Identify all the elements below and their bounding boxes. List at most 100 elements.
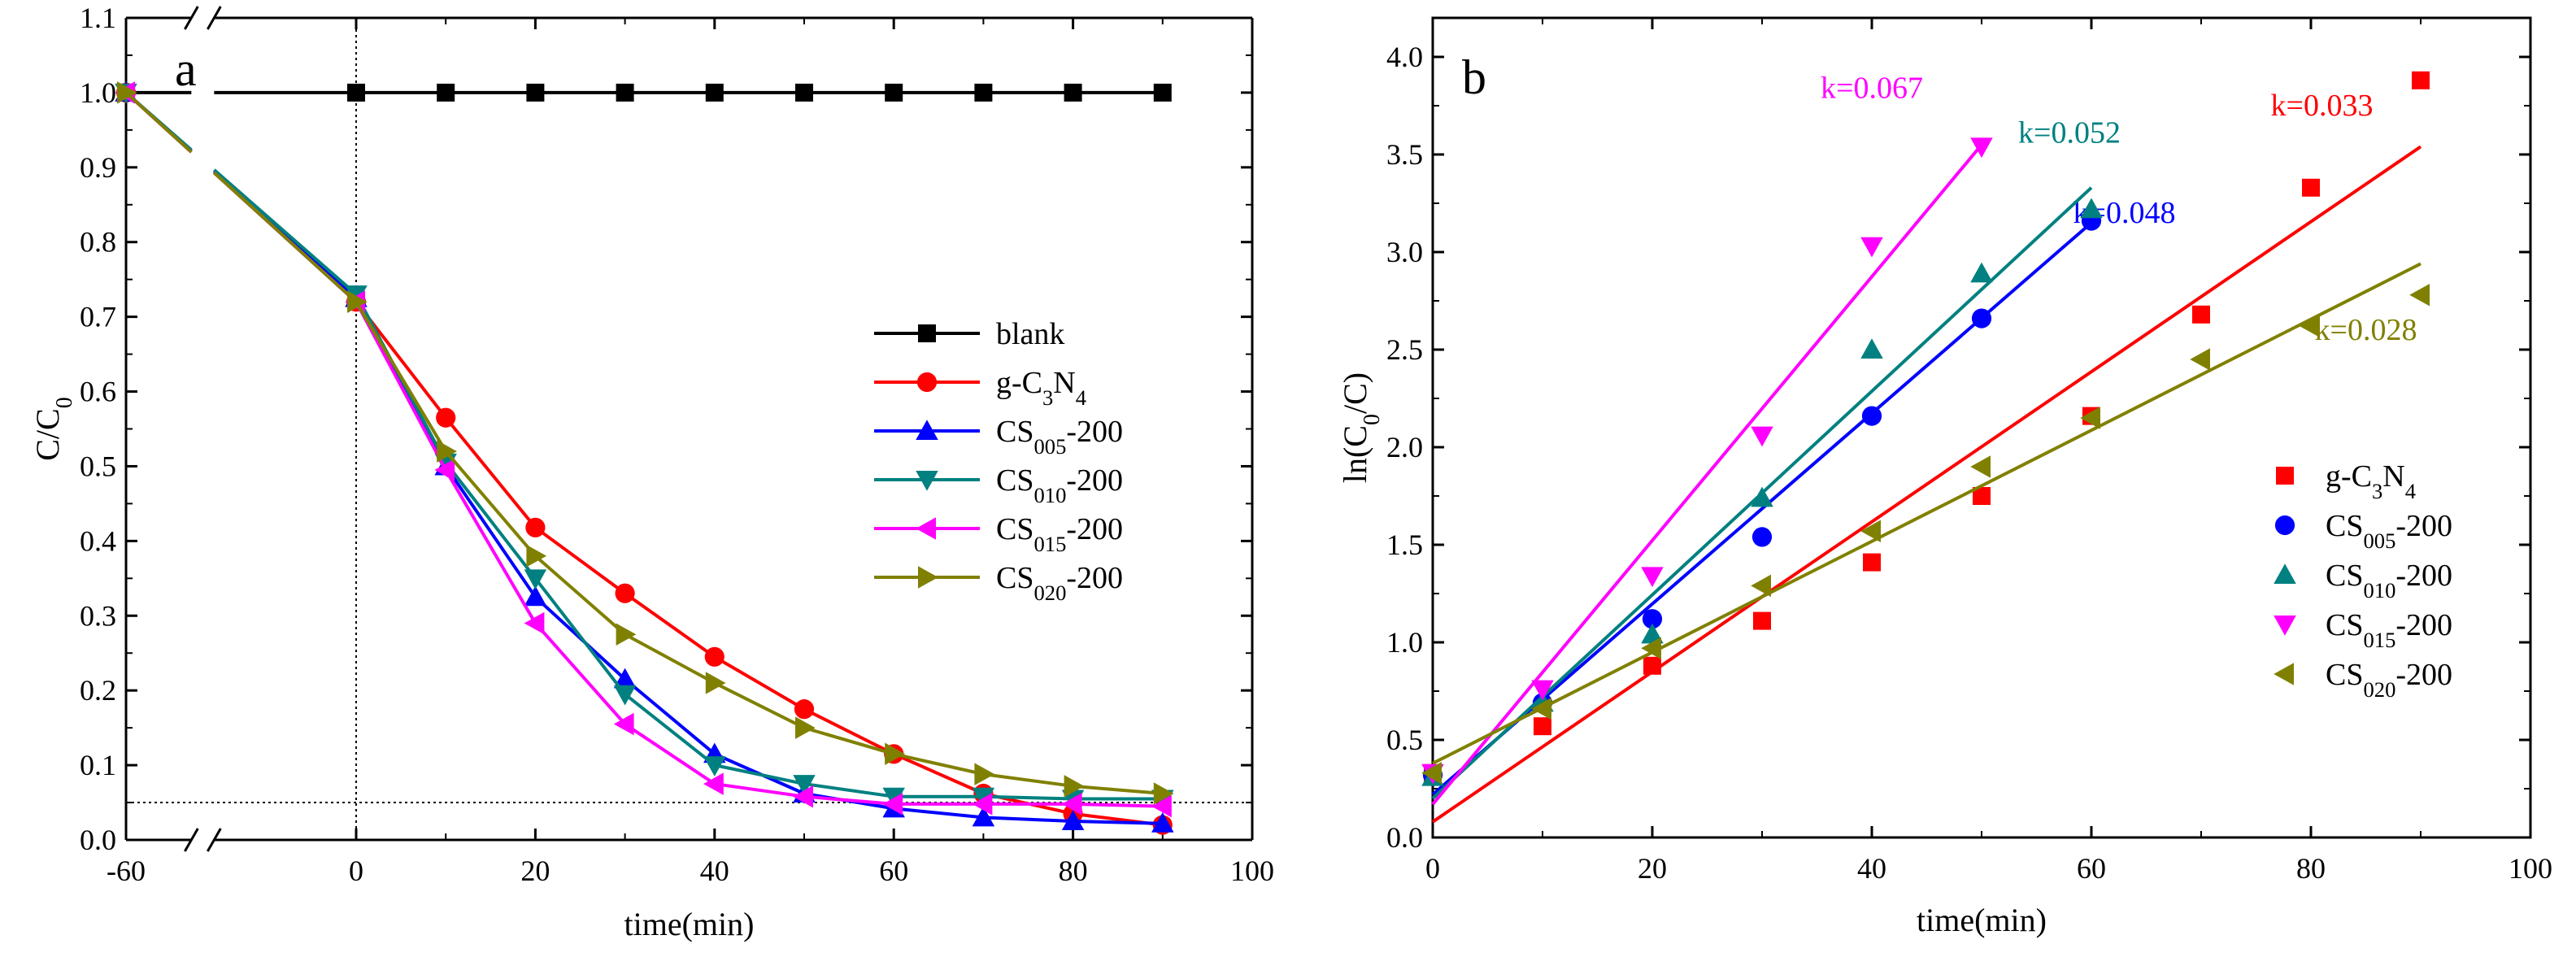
y-tick-label: 0.0: [80, 824, 116, 856]
y-tick-label: 1.1: [80, 2, 116, 34]
data-point: [1751, 574, 1771, 598]
panel-label: b: [1462, 50, 1486, 104]
data-point: [616, 83, 634, 102]
data-point: [972, 793, 993, 816]
series-line: [624, 722, 716, 785]
legend-marker: [2276, 467, 2294, 485]
series-line: [444, 461, 537, 580]
data-point: [613, 685, 637, 706]
legend-marker: [916, 420, 938, 440]
data-point: [705, 83, 724, 102]
series-CS015-200: k=0.067: [1421, 71, 1993, 806]
axis-break-mark: [207, 828, 222, 852]
data-point: [615, 583, 635, 603]
legend: g-C3N4 CS005-200 CS010-200 CS015-200 CS020-2…: [2274, 459, 2452, 702]
legend-label: blank: [996, 317, 1064, 351]
legend-label: CS010-200: [2326, 559, 2452, 602]
legend-marker: [2274, 663, 2294, 685]
k-label: k=0.052: [2018, 116, 2121, 150]
data-point: [703, 756, 726, 776]
x-axis-label: time(min): [624, 906, 755, 942]
data-point: [1421, 762, 1442, 785]
legend-label: g-C3N4: [2326, 459, 2416, 503]
data-point: [1753, 611, 1771, 630]
k-label: k=0.067: [1821, 71, 1923, 105]
data-point: [885, 742, 905, 766]
data-point: [2192, 305, 2210, 324]
data-point: [793, 785, 813, 808]
x-tick-label: -60: [107, 855, 146, 887]
y-tick-label: 1.5: [1386, 528, 1423, 561]
data-point: [1751, 426, 1773, 447]
series-line: [124, 91, 193, 154]
data-point: [2302, 178, 2320, 197]
y-tick-label: 3.0: [1386, 236, 1423, 268]
data-point: [1641, 567, 1664, 588]
series-CS010-200: k=0.052: [1421, 116, 2121, 800]
data-point: [613, 712, 634, 736]
series-line: [893, 752, 984, 776]
x-tick-label: 0: [349, 855, 363, 887]
y-axis-label: C/C0: [29, 397, 77, 460]
data-point: [1970, 262, 1993, 283]
legend-marker: [918, 566, 938, 589]
series-line: [355, 301, 447, 453]
y-tick-label: 0.6: [80, 376, 116, 408]
series-line: [624, 693, 716, 767]
data-point: [613, 668, 637, 689]
series-line: [212, 171, 358, 303]
data-point: [1860, 338, 1883, 359]
data-point: [885, 83, 903, 102]
fit-line: [1431, 143, 1983, 806]
series-line: [983, 816, 1073, 824]
data-point: [526, 544, 547, 568]
data-point: [436, 407, 456, 428]
data-point: [1151, 794, 1172, 818]
data-point: [434, 459, 455, 481]
series-line: [534, 555, 626, 636]
x-tick-label: 40: [700, 855, 729, 887]
data-point: [437, 440, 457, 463]
series-line: [983, 772, 1073, 788]
axis-break-gap-top: [191, 13, 215, 23]
series-line: [1073, 802, 1163, 808]
series-line: [444, 465, 537, 598]
data-point: [1642, 609, 1663, 629]
data-point: [1153, 83, 1172, 102]
data-point: [972, 806, 995, 827]
y-tick-label: 0.9: [80, 151, 116, 184]
x-tick-label: 80: [1059, 855, 1088, 887]
data-point: [1971, 308, 1992, 328]
data-point: [972, 787, 995, 808]
data-point: [795, 716, 816, 739]
legend-label: CS015-200: [2326, 608, 2452, 652]
data-point: [1860, 520, 1881, 542]
series-line: [1073, 784, 1163, 796]
data-point: [1531, 697, 1551, 720]
series-line: [533, 577, 627, 696]
x-tick-label: 60: [879, 855, 908, 887]
data-point: [795, 83, 813, 102]
series-line: [803, 794, 894, 806]
data-point: [1863, 553, 1881, 572]
data-point: [1064, 775, 1085, 798]
data-point: [1061, 793, 1082, 816]
y-tick-label: 0.3: [80, 599, 116, 632]
series-g-C3N4: [115, 82, 1173, 835]
y-tick-label: 0.1: [80, 749, 116, 781]
data-point: [2190, 348, 2210, 371]
data-point: [1860, 237, 1883, 258]
fit-line: [1431, 145, 2422, 824]
data-point: [1641, 637, 1661, 659]
data-point: [2080, 407, 2100, 429]
series-line: [714, 763, 805, 786]
data-point: [1973, 487, 1991, 505]
axis-break-gap-bottom: [191, 835, 215, 845]
series-blank: [117, 83, 1172, 102]
y-axis-label: ln(C0/C): [1337, 372, 1385, 483]
x-tick-label: 20: [520, 855, 550, 887]
series-line: [624, 633, 716, 685]
series-line: [533, 622, 627, 725]
series-line: [713, 655, 806, 711]
